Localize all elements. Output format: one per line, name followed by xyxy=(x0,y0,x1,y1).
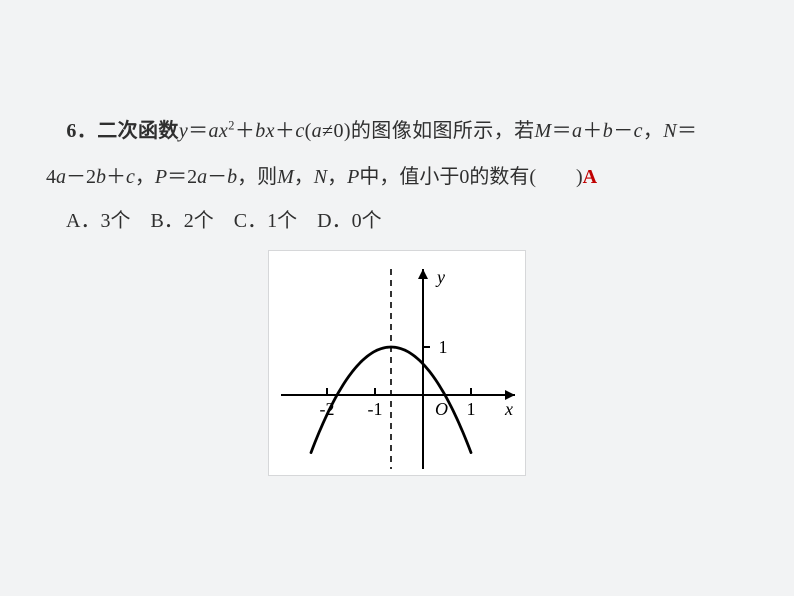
options-line: A．3个 B．2个 C．1个 D．0个 xyxy=(46,198,748,244)
comma: ， xyxy=(135,166,155,188)
y: y xyxy=(179,120,188,142)
indent xyxy=(46,210,66,232)
t2: 的图像如图所示，若 xyxy=(351,120,535,142)
svg-text:y: y xyxy=(435,267,445,287)
x: x xyxy=(219,120,228,142)
option-c: C．1个 xyxy=(234,210,297,232)
neq: ≠0) xyxy=(322,120,351,142)
sq: 2 xyxy=(228,118,235,132)
4: 4 xyxy=(46,166,56,188)
a: a xyxy=(209,120,219,142)
parabola-chart: -2-111xyO xyxy=(268,250,526,476)
b2: b xyxy=(227,166,237,188)
a: a xyxy=(56,166,66,188)
po: ( xyxy=(305,120,312,142)
answer-letter: A xyxy=(583,166,597,188)
c2: ， xyxy=(294,166,314,188)
problem-line-1: 6．二次函数y＝ax2＋bx＋c(a≠0)的图像如图所示，若M＝a＋b－c，N＝ xyxy=(46,108,748,154)
a2: a xyxy=(312,120,322,142)
svg-text:-1: -1 xyxy=(368,399,383,419)
comma: ， xyxy=(643,120,663,142)
N: N xyxy=(663,120,677,142)
c2: c xyxy=(634,120,643,142)
a3: a xyxy=(572,120,582,142)
option-d: D．0个 xyxy=(317,210,381,232)
svg-text:1: 1 xyxy=(467,399,476,419)
eq: ＝2 xyxy=(167,166,197,188)
b: b xyxy=(255,120,265,142)
option-b: B．2个 xyxy=(150,210,213,232)
m1: －2 xyxy=(66,166,96,188)
figure-container: -2-111xyO xyxy=(46,250,748,476)
t2: 中，值小于0的数有( ) xyxy=(359,166,582,188)
t1: 二次函数 xyxy=(97,120,179,142)
m2: － xyxy=(207,166,227,188)
P2: P xyxy=(347,166,359,188)
eq3: ＝ xyxy=(677,120,697,142)
a2: a xyxy=(197,166,207,188)
x2: x xyxy=(266,120,275,142)
b2: b xyxy=(603,120,613,142)
indent xyxy=(46,120,66,142)
b: b xyxy=(96,166,106,188)
M2: M xyxy=(277,166,294,188)
c: c xyxy=(295,120,304,142)
minus1: － xyxy=(613,120,633,142)
plus3: ＋ xyxy=(582,120,602,142)
c: c xyxy=(126,166,135,188)
p1: ＋ xyxy=(106,166,126,188)
plus: ＋ xyxy=(235,120,255,142)
eq2: ＝ xyxy=(552,120,572,142)
problem-line-2: 4a－2b＋c，P＝2a－b，则M，N，P中，值小于0的数有( )A xyxy=(72,154,748,200)
eq: ＝ xyxy=(188,120,208,142)
option-a: A．3个 xyxy=(66,210,130,232)
P: P xyxy=(155,166,167,188)
c3: ， xyxy=(327,166,347,188)
t: ，则 xyxy=(237,166,277,188)
chart-svg: -2-111xyO xyxy=(269,251,527,477)
plus2: ＋ xyxy=(275,120,295,142)
M: M xyxy=(535,120,552,142)
svg-text:1: 1 xyxy=(439,337,448,357)
problem-block: 6．二次函数y＝ax2＋bx＋c(a≠0)的图像如图所示，若M＝a＋b－c，N＝… xyxy=(46,108,748,476)
problem-number: 6． xyxy=(66,120,97,142)
svg-text:x: x xyxy=(504,399,513,419)
svg-text:O: O xyxy=(435,399,448,419)
N2: N xyxy=(314,166,327,188)
